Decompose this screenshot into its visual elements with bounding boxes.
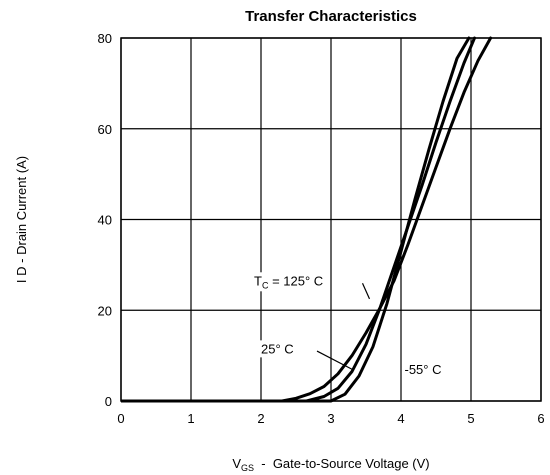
x-axis-label-rest: - Gate-to-Source Voltage (V): [254, 456, 430, 471]
annotation-t25: 25° C: [261, 341, 294, 356]
x-tick-label: 1: [187, 411, 194, 426]
grid-lines: [120, 37, 542, 402]
y-tick-label: 0: [105, 394, 112, 409]
annotations: TC = 125° C 25° C -55° C: [252, 272, 444, 378]
x-axis-label-sub: GS: [241, 463, 254, 473]
curve-series-2: [329, 36, 471, 403]
y-tick-label: 60: [98, 122, 112, 137]
curve-series-1: [305, 36, 476, 403]
x-axis-label-main: V: [232, 456, 241, 471]
annotation-tm55: -55° C: [405, 362, 442, 377]
chart-title: Transfer Characteristics: [245, 8, 417, 25]
annotation-t125: TC = 125° C: [254, 273, 323, 290]
x-tick-label: 5: [467, 411, 474, 426]
y-tick-label: 20: [98, 303, 112, 318]
annotation-text: = 125° C: [268, 273, 323, 288]
x-axis-label: VGS - Gate-to-Source Voltage (V): [232, 456, 429, 473]
leader-line-25: [316, 350, 353, 370]
y-tick-label: 40: [98, 213, 112, 228]
annotation-background: [402, 360, 444, 378]
x-tick-label: 3: [327, 411, 334, 426]
leader-line-125: [361, 283, 371, 300]
annotation-background: [259, 340, 296, 358]
annotation-subscript: C: [262, 280, 269, 290]
plot-frame: [120, 37, 542, 402]
y-tick-label: 80: [98, 31, 112, 46]
annotation-prefix: T: [254, 273, 262, 288]
curve-series-0: [280, 36, 493, 403]
x-tick-label: 0: [117, 411, 124, 426]
y-axis-label: I D - Drain Current (A): [14, 156, 29, 283]
x-tick-label: 2: [257, 411, 264, 426]
x-tick-label: 6: [537, 411, 544, 426]
x-tick-label: 4: [397, 411, 404, 426]
annotation-background: [252, 272, 326, 292]
